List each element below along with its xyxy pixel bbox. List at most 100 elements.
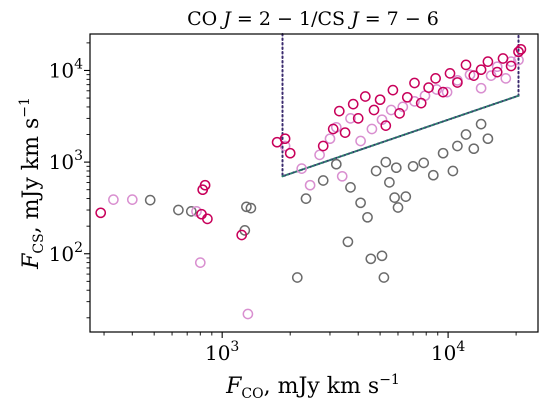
- y-tick-label: 102: [49, 240, 83, 266]
- data-point: [401, 91, 413, 103]
- data-point: [491, 66, 503, 78]
- data-point: [199, 179, 211, 191]
- data-point: [144, 194, 156, 206]
- data-point: [333, 105, 345, 117]
- data-point: [342, 236, 354, 248]
- data-point: [185, 206, 197, 217]
- x-tick-label: 104: [431, 339, 465, 365]
- data-point: [475, 64, 487, 76]
- data-point: [279, 133, 291, 145]
- data-point: [513, 54, 524, 66]
- data-point: [296, 163, 308, 174]
- data-point: [126, 194, 138, 205]
- data-point: [339, 127, 351, 138]
- data-point: [460, 59, 472, 71]
- y-tick-label: 104: [49, 56, 83, 82]
- data-point: [366, 123, 378, 135]
- data-point: [431, 84, 443, 95]
- data-point: [482, 56, 494, 67]
- data-point: [447, 165, 459, 177]
- data-point: [400, 191, 412, 202]
- reference-lines: [281, 33, 520, 178]
- data-point: [409, 77, 420, 89]
- data-point: [441, 86, 453, 98]
- data-point: [330, 158, 342, 170]
- data-point: [365, 253, 377, 265]
- data-point: [378, 272, 390, 283]
- data-point: [173, 204, 184, 216]
- data-point: [505, 60, 517, 72]
- axis-ticks: 103 104 102 103 104: [49, 42, 517, 365]
- data-point: [437, 147, 449, 159]
- data-point: [475, 82, 487, 94]
- y-axis-label: FCS, mJy km s−1: [17, 97, 47, 270]
- data-point: [317, 140, 329, 152]
- data-point: [392, 202, 404, 213]
- y-tick-label: 103: [49, 148, 83, 174]
- data-point: [194, 257, 206, 268]
- data-point: [236, 229, 248, 241]
- data-point: [355, 197, 366, 209]
- data-point: [423, 82, 434, 93]
- data-point: [345, 113, 356, 124]
- data-point: [95, 207, 107, 219]
- data-point: [352, 113, 364, 124]
- data-point: [359, 91, 371, 102]
- data-point: [376, 250, 388, 262]
- data-point: [245, 202, 257, 214]
- data-point: [336, 170, 348, 182]
- data-point: [427, 169, 439, 181]
- data-point: [327, 123, 339, 135]
- data-point: [407, 160, 419, 172]
- data-point: [460, 129, 472, 140]
- data-point: [500, 73, 512, 84]
- data-point: [384, 177, 395, 188]
- data-point: [355, 135, 366, 147]
- plot-frame: [89, 33, 539, 333]
- data-point: [482, 133, 494, 145]
- data-point: [300, 193, 312, 204]
- data-point: [284, 147, 296, 159]
- data-point: [513, 46, 524, 58]
- data-point: [291, 272, 303, 283]
- data-point: [397, 101, 409, 113]
- reference-line-0: [281, 33, 520, 178]
- data-point: [387, 84, 399, 96]
- data-point: [202, 213, 213, 225]
- data-point: [468, 143, 480, 155]
- reference-line-1: [281, 94, 520, 178]
- data-point: [394, 108, 405, 119]
- data-point: [452, 77, 463, 88]
- data-point: [241, 201, 252, 213]
- data-point: [437, 86, 449, 98]
- data-point: [108, 194, 119, 205]
- data-point: [491, 61, 503, 73]
- data-point: [324, 133, 336, 145]
- data-point: [475, 118, 487, 130]
- x-tick-label: 103: [205, 339, 239, 365]
- data-point: [430, 73, 441, 84]
- data-point: [452, 140, 463, 152]
- data-point: [485, 70, 497, 81]
- data-point: [304, 179, 316, 191]
- data-point: [468, 70, 480, 81]
- data-point: [345, 182, 356, 193]
- data-point: [242, 308, 254, 320]
- data-point: [444, 68, 456, 79]
- chart-title: CO J = 2 − 1/CS J = 7 − 6: [187, 8, 439, 30]
- data-point: [374, 94, 386, 106]
- data-point: [418, 157, 430, 169]
- data-point: [370, 165, 382, 177]
- title: CO J = 2 − 1/CS J = 7 − 6: [187, 8, 439, 30]
- data-point: [497, 53, 509, 64]
- data-point: [389, 192, 400, 203]
- data-point: [317, 175, 329, 186]
- x-axis-label: FCO, mJy km s−1: [225, 372, 400, 402]
- data-point: [362, 211, 373, 223]
- data-points: [95, 43, 527, 320]
- data-point: [347, 98, 359, 110]
- data-point: [415, 97, 427, 109]
- data-point: [380, 156, 392, 168]
- data-point: [515, 43, 527, 55]
